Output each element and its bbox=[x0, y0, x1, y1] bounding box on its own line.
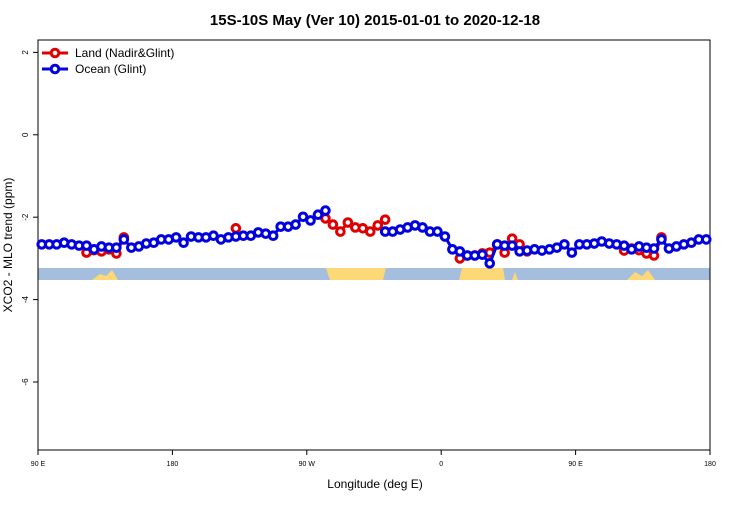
data-point bbox=[305, 215, 316, 226]
data-point bbox=[364, 226, 376, 237]
data-point bbox=[559, 239, 570, 250]
data-point bbox=[312, 209, 324, 221]
x-tick-label: 180 bbox=[167, 461, 179, 468]
land-sea-strip bbox=[38, 268, 710, 280]
y-tick-label: -6 bbox=[21, 378, 30, 386]
data-point bbox=[566, 247, 578, 258]
data-point bbox=[230, 223, 242, 234]
data-point bbox=[111, 242, 122, 253]
data-point bbox=[476, 249, 488, 260]
data-point bbox=[506, 240, 518, 251]
legend-label: Ocean (Glint) bbox=[75, 62, 146, 76]
y-tick-label: 2 bbox=[21, 50, 30, 55]
data-point bbox=[454, 246, 466, 257]
x-tick-label: 0 bbox=[439, 461, 443, 468]
data-point bbox=[342, 217, 354, 228]
data-point bbox=[372, 220, 384, 231]
y-tick-label: -4 bbox=[21, 295, 30, 303]
data-point bbox=[118, 234, 130, 245]
series-line bbox=[41, 209, 707, 267]
data-point bbox=[439, 231, 451, 242]
y-axis-label: XCO2 - MLO trend (ppm) bbox=[1, 178, 15, 313]
data-point bbox=[178, 237, 189, 249]
x-tick-label: 90 E bbox=[31, 461, 46, 468]
data-point bbox=[379, 214, 391, 225]
data-point bbox=[170, 232, 182, 243]
data-point bbox=[432, 226, 443, 237]
data-point bbox=[320, 205, 331, 216]
data-point bbox=[290, 219, 301, 230]
land-patch bbox=[512, 272, 518, 280]
data-point bbox=[417, 222, 428, 233]
data-point bbox=[656, 234, 667, 245]
data-point bbox=[700, 234, 712, 245]
x-tick-label: 90 E bbox=[568, 461, 583, 468]
legend-marker bbox=[49, 47, 61, 59]
series bbox=[36, 205, 712, 269]
land-patch bbox=[326, 268, 386, 280]
data-point bbox=[327, 219, 339, 230]
land-patch bbox=[459, 268, 505, 280]
land-patch bbox=[92, 270, 118, 280]
data-point bbox=[484, 258, 496, 269]
data-point bbox=[267, 230, 279, 242]
x-tick-label: 90 W bbox=[299, 461, 316, 468]
x-tick-label: 180 bbox=[704, 461, 716, 468]
y-tick-label: -2 bbox=[21, 213, 30, 221]
legend-label: Land (Nadir&Glint) bbox=[75, 46, 174, 60]
land-patch bbox=[627, 270, 655, 280]
data-point bbox=[335, 226, 346, 237]
legend-marker bbox=[49, 63, 61, 75]
chart-title: 15S-10S May (Ver 10) 2015-01-01 to 2020-… bbox=[210, 12, 540, 29]
x-axis-label: Longitude (deg E) bbox=[327, 477, 422, 491]
data-point bbox=[648, 243, 660, 254]
y-tick-label: 0 bbox=[21, 132, 30, 137]
